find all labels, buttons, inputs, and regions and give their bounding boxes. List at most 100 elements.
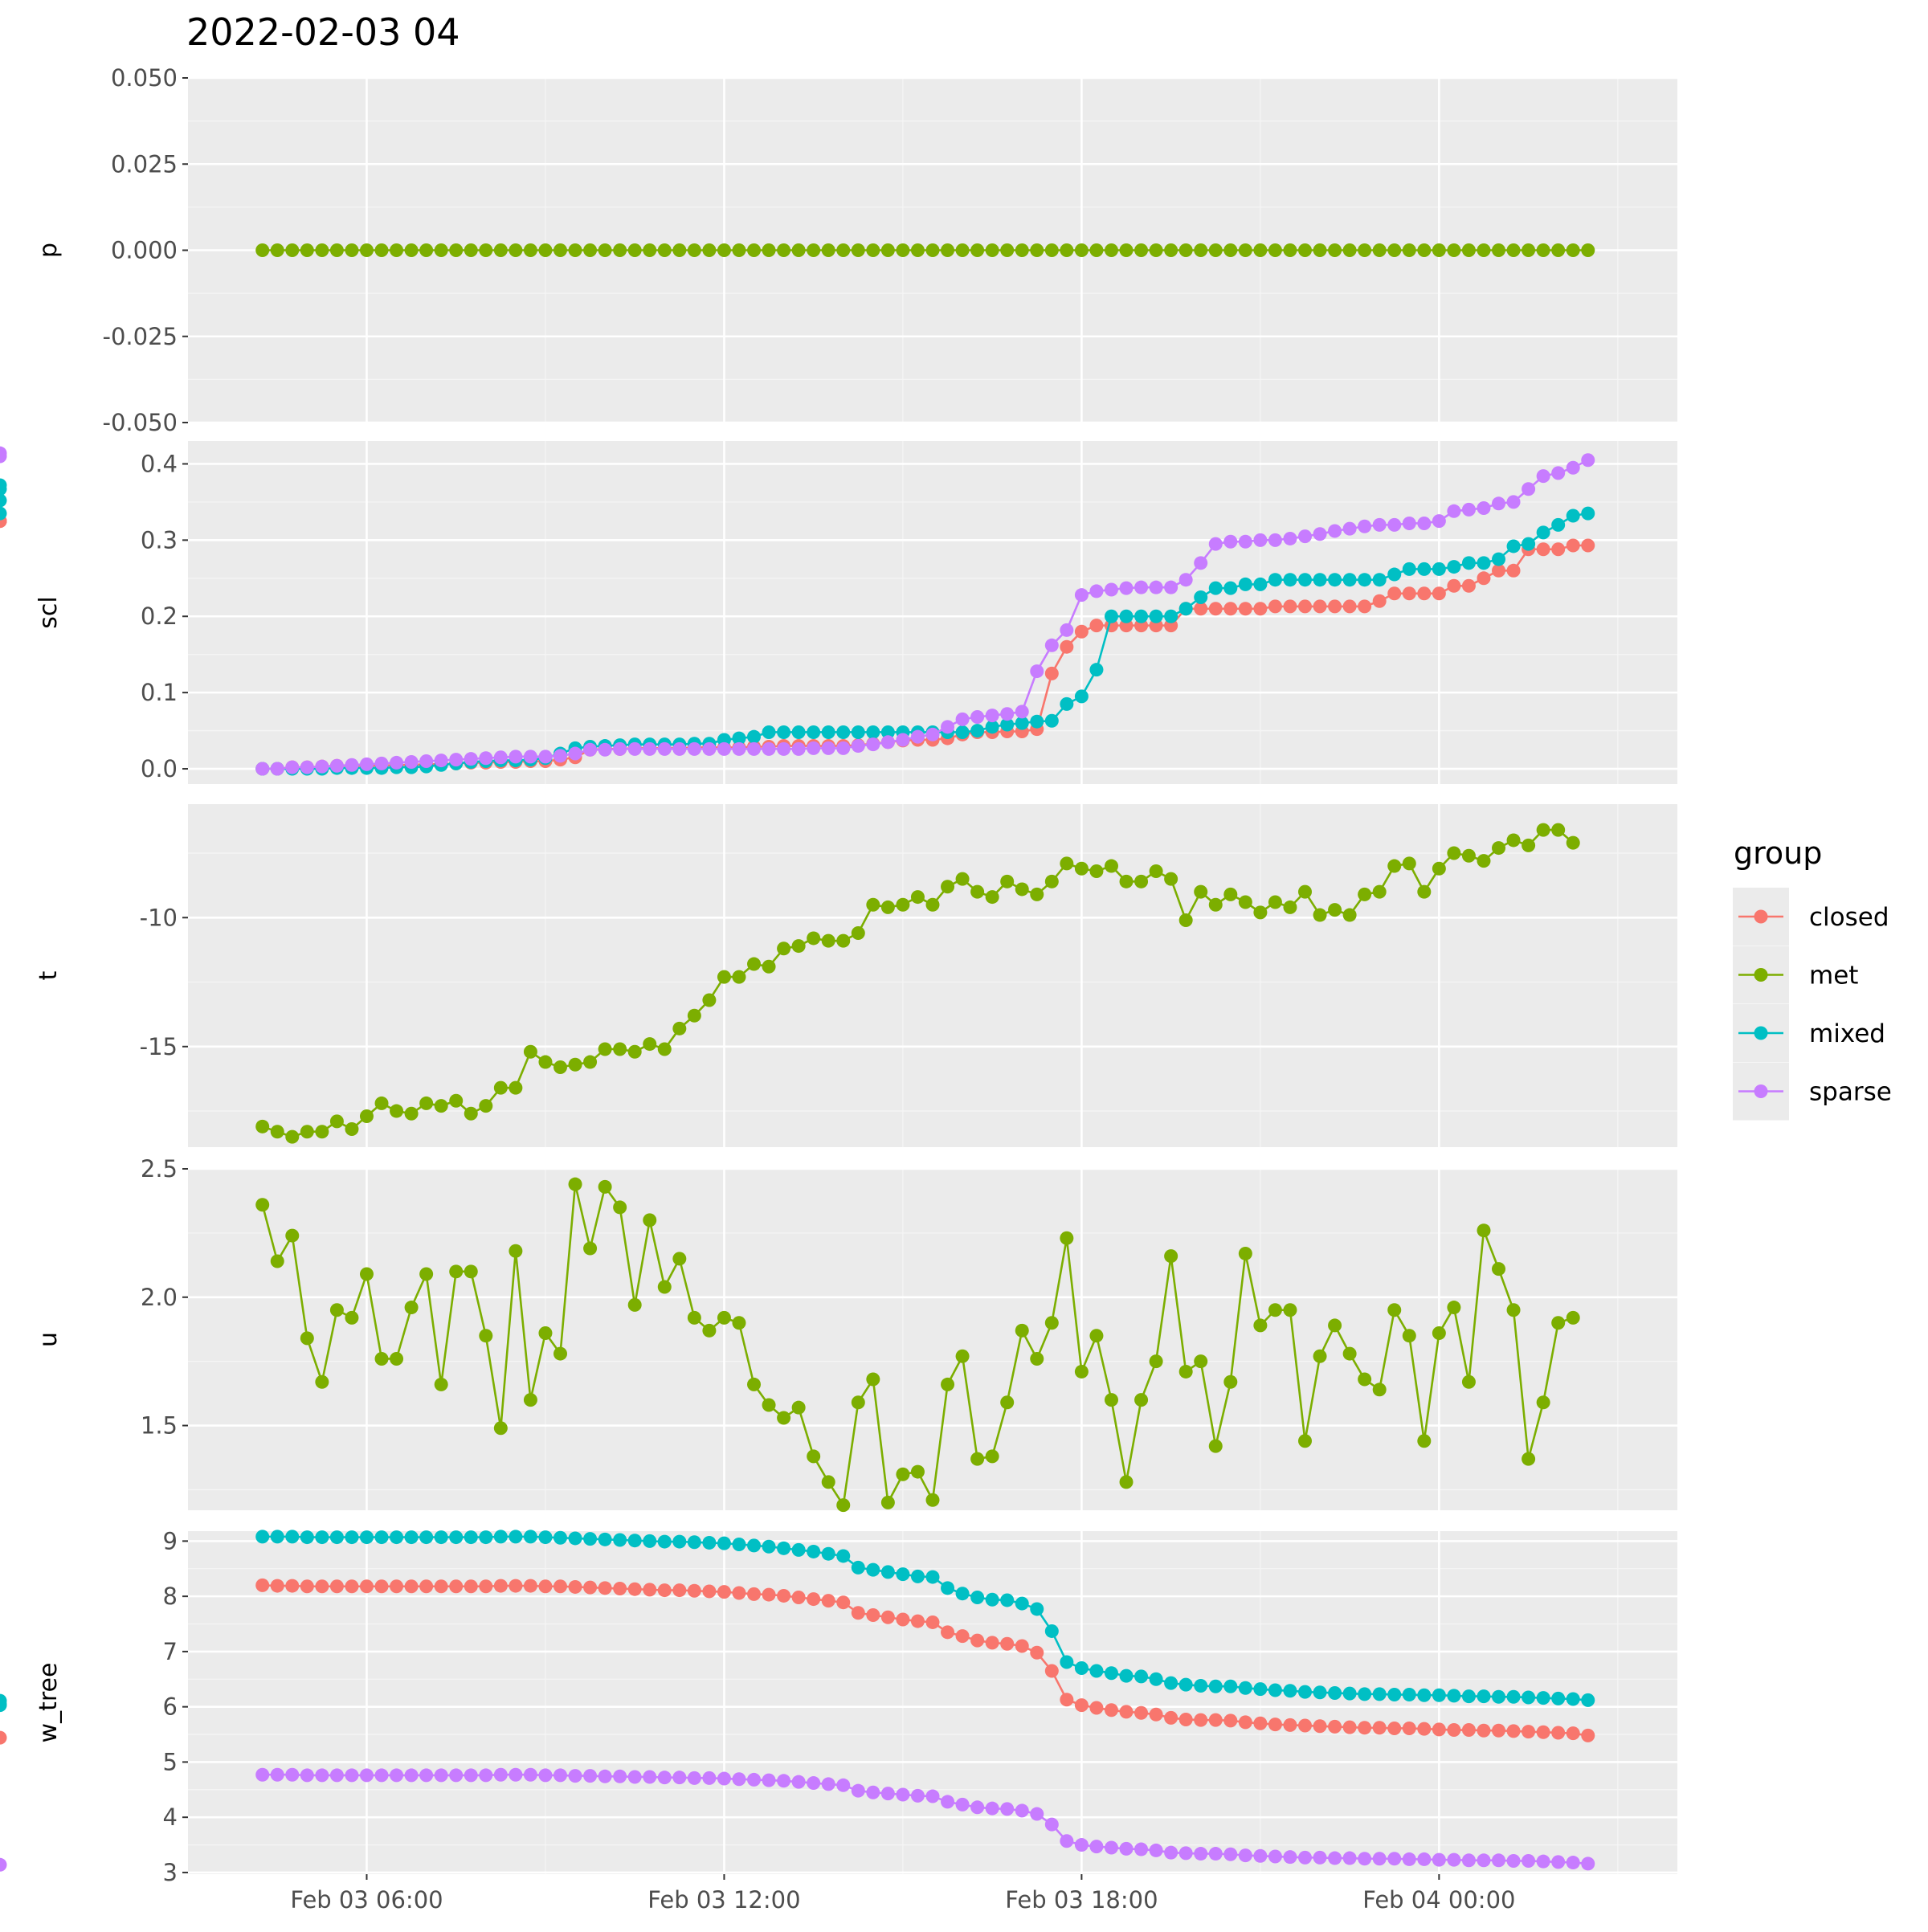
data-point-met [1581,243,1595,257]
data-point-sparse [791,741,806,756]
data-point-sparse [985,1801,999,1816]
data-point-mixed [1477,1689,1491,1704]
data-point-sparse [777,1774,791,1788]
data-point-met [1313,243,1327,257]
y-tick-label: 0.3 [141,526,178,553]
data-point-closed [1089,619,1104,633]
data-point-met [374,1351,389,1366]
data-point-mixed [553,1530,567,1545]
data-point-mixed [1522,1690,1536,1705]
data-point-sparse [285,760,300,774]
data-point-sparse [866,737,880,752]
data-point-closed [925,1615,940,1629]
data-point-sparse [1283,531,1297,545]
data-point-mixed [910,1569,925,1583]
data-point-sparse [1208,537,1223,551]
data-point-closed [1402,586,1416,601]
data-point-sparse [910,729,925,744]
data-point-mixed [1119,1669,1134,1683]
data-point-closed [1566,1726,1580,1741]
data-point-sparse [672,1771,687,1785]
data-point-met [1536,823,1550,837]
data-point-met [493,243,508,257]
data-point-sparse [1551,1855,1566,1869]
data-point-met [1178,913,1193,927]
data-point-mixed [1104,1666,1118,1681]
data-point-mixed [1417,562,1432,576]
data-point-sparse [1164,1845,1178,1860]
data-point-met [1074,1364,1089,1379]
y-tick-label: 0.4 [141,450,178,477]
data-point-sparse [1402,1852,1416,1866]
data-point-sparse [1477,1853,1491,1868]
data-point-met [896,1467,910,1481]
data-point-sparse [1492,1853,1506,1868]
data-point-sparse [1104,1840,1118,1855]
data-point-met [1447,243,1461,257]
data-point-sparse [702,741,717,756]
data-point-closed [374,1579,389,1594]
data-point-closed [1581,1728,1595,1742]
data-point-met [732,970,746,984]
data-point-met [255,1198,270,1212]
data-point-mixed [1074,689,1089,704]
data-point-sparse [345,758,359,772]
data-point-met [1074,243,1089,257]
data-point-mixed [1164,609,1178,623]
data-point-closed [910,1614,925,1628]
data-point-met [315,1374,329,1389]
data-point-met [896,897,910,912]
data-point-sparse [836,1778,851,1792]
panel-t: -15 -10 t [35,804,1677,1147]
data-point-met [1506,1303,1521,1317]
data-point-met [1551,243,1566,257]
data-point-sparse [762,1773,776,1787]
data-point-met [1268,243,1282,257]
data-point-met [1477,243,1491,257]
data-point-met [1283,1303,1297,1317]
data-point-met [1358,887,1372,901]
data-point-closed [1461,578,1476,593]
data-point-met [553,243,567,257]
data-point-met [1447,1301,1461,1315]
data-point-met [941,1377,955,1391]
data-point-met [1223,243,1238,257]
data-point-mixed [866,725,880,739]
data-point-sparse [941,720,955,734]
data-point-closed [747,1587,762,1601]
data-point-closed [1253,602,1268,616]
data-point-met [1506,243,1521,257]
data-point-closed [359,1579,374,1594]
data-point-met [762,1398,776,1412]
data-point-met [1104,1393,1118,1407]
data-point-met [1522,838,1536,852]
data-point-sparse [643,1770,657,1784]
data-point-sparse [925,1789,940,1803]
data-point-mixed [985,1592,999,1607]
data-point-mixed [970,1591,985,1605]
data-point-closed [1223,1713,1238,1728]
data-point-sparse [404,1768,419,1783]
data-point-sparse [523,1767,537,1782]
data-point-met [836,1498,851,1513]
y-tick-label: 4 [163,1803,178,1831]
data-point-sparse [1387,1852,1402,1866]
data-point-mixed [1506,539,1521,553]
data-point-met [598,1042,612,1056]
data-point-closed [672,1583,687,1598]
data-point-mixed [1536,525,1550,540]
data-point-mixed [1506,1689,1521,1704]
data-point-met [1000,874,1015,888]
data-point-mixed [747,1538,762,1553]
data-point-closed [1044,1664,1059,1678]
data-point-met [687,1310,701,1325]
data-point-mixed [732,731,746,745]
data-point-mixed [791,1542,806,1557]
data-point-closed [791,1591,806,1605]
data-point-closed [896,1612,910,1627]
data-point-sparse [1328,524,1342,538]
data-point-mixed [1089,1664,1104,1678]
data-point-met [1253,905,1268,920]
data-point-closed [1194,602,1208,616]
data-point-mixed [1447,1689,1461,1703]
